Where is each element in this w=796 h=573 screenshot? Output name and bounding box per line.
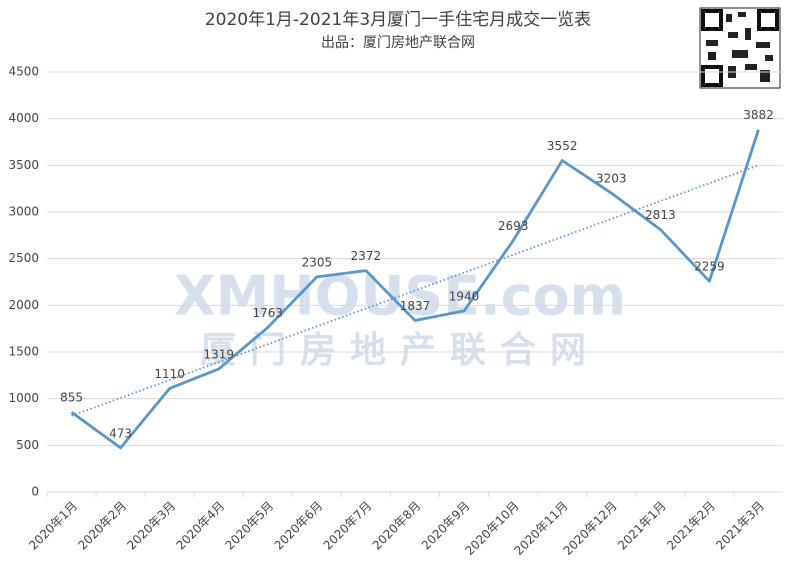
x-tick-label: 2020年3月 (124, 499, 178, 553)
x-tick-label: 2020年1月 (26, 499, 80, 553)
watermark-name: 厦门房地产联合网 (200, 330, 600, 371)
y-tick-label: 3000 (8, 205, 39, 219)
data-line (70, 129, 760, 450)
y-tick-label: 2000 (8, 298, 39, 312)
x-tick-label: 2020年2月 (75, 499, 129, 553)
y-tick-label: 0 (31, 485, 39, 499)
y-tick-label: 2500 (8, 251, 39, 265)
data-label: 1837 (400, 299, 431, 313)
y-tick-label: 1500 (8, 345, 39, 359)
qr-code (699, 7, 781, 89)
x-tick-label: 2020年4月 (173, 499, 227, 553)
chart-title: 2020年1月-2021年3月厦门一手住宅月成交一览表 (205, 10, 591, 30)
x-tick-label: 2020年5月 (223, 499, 277, 553)
data-label: 1319 (203, 347, 234, 361)
data-label: 3203 (596, 172, 627, 186)
data-label: 3882 (743, 108, 774, 122)
data-label: 473 (109, 426, 132, 440)
data-label: 855 (60, 391, 83, 405)
x-tick-label: 2021年2月 (664, 499, 718, 553)
x-tick-label: 2020年9月 (419, 499, 473, 553)
data-label: 1110 (154, 367, 185, 381)
x-tick-label: 2021年1月 (615, 499, 669, 553)
x-tick-label: 2020年7月 (321, 499, 375, 553)
data-label: 2259 (694, 260, 725, 274)
data-label: 2813 (645, 208, 676, 222)
data-label: 2693 (498, 219, 529, 233)
data-label: 3552 (547, 139, 578, 153)
y-tick-label: 3500 (8, 158, 39, 172)
y-tick-label: 4500 (8, 65, 39, 79)
y-tick-label: 1000 (8, 391, 39, 405)
data-label: 1763 (253, 306, 284, 320)
y-tick-label: 500 (16, 438, 39, 452)
x-tick-label: 2021年3月 (713, 499, 767, 553)
x-tick-label: 2020年8月 (370, 499, 424, 553)
data-label: 2372 (351, 249, 382, 263)
y-tick-label: 4000 (8, 111, 39, 125)
chart-subtitle: 出品：厦门房地产联合网 (321, 35, 475, 51)
trendline (71, 164, 759, 417)
data-label: 1940 (449, 289, 480, 303)
x-tick-label: 2020年6月 (272, 499, 326, 553)
data-label: 2305 (302, 255, 333, 269)
watermark-logo: XMHOUSE.com (174, 265, 626, 328)
